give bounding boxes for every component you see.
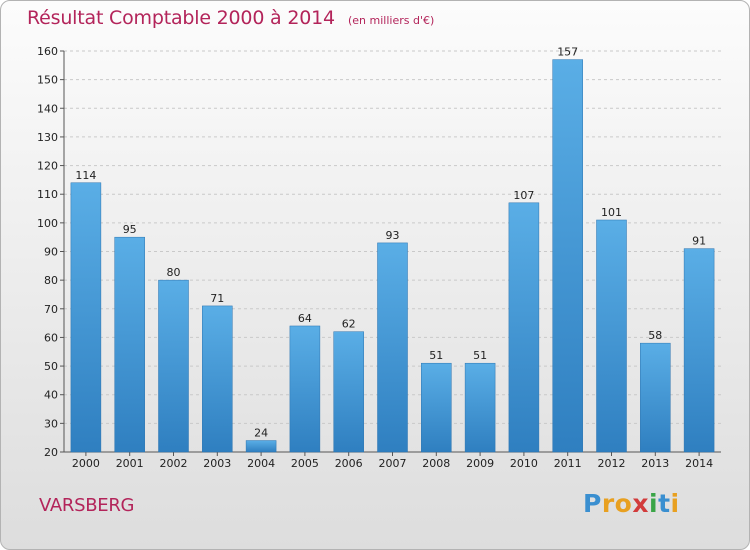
chart-title: Résultat Comptable 2000 à 2014: [27, 7, 335, 29]
place-name: VARSBERG: [39, 495, 135, 516]
data-label-2007: 93: [386, 229, 400, 242]
proxiti-logo: Proxiti: [583, 489, 680, 518]
data-label-2014: 91: [692, 235, 706, 248]
y-tick-label: 60: [44, 331, 58, 344]
data-labels: 114 95 80 71 24 64 62 93 51 51 107 157 101 58 91: [75, 46, 706, 440]
bar-2012: [596, 219, 627, 453]
title-row: Résultat Comptable 2000 à 2014 (en milli…: [27, 7, 434, 29]
bar-2013: [640, 342, 671, 453]
logo-letter: i: [670, 489, 680, 518]
bar-2000: [70, 182, 102, 453]
axes: 20 30 40 50 60 70 80 90 100 110 120 130 140 150 160 200…: [37, 45, 721, 470]
x-tick-label-2011: 2011: [554, 457, 582, 470]
x-tick-label-2008: 2008: [422, 457, 450, 470]
x-tick-label-2000: 2000: [72, 457, 100, 470]
bar-2008: [421, 362, 452, 453]
bar-2006: [333, 331, 364, 453]
data-label-2002: 80: [167, 266, 181, 279]
chart-subtitle: (en milliers d'€): [347, 14, 435, 27]
data-label-2004: 24: [254, 427, 268, 440]
y-tick-label: 160: [37, 45, 58, 58]
logo-letter: r: [601, 489, 615, 518]
bar-2004: [245, 440, 277, 453]
data-label-2006: 62: [342, 318, 356, 331]
bar-2014: [683, 248, 715, 453]
bar-2005: [289, 325, 321, 453]
x-tick-label-2002: 2002: [160, 457, 188, 470]
data-label-2008: 51: [429, 349, 443, 362]
logo-letter: P: [583, 489, 602, 518]
data-label-2011: 157: [557, 46, 578, 59]
y-tick-label: 120: [37, 160, 58, 173]
x-tick-label-2003: 2003: [203, 457, 231, 470]
x-tick-label-2012: 2012: [598, 457, 626, 470]
x-tick-label-2006: 2006: [335, 457, 363, 470]
x-tick-label-2005: 2005: [291, 457, 319, 470]
x-tick-label-2009: 2009: [466, 457, 494, 470]
x-tick-label-2001: 2001: [116, 457, 144, 470]
bar-2001: [114, 236, 145, 453]
data-label-2009: 51: [473, 349, 487, 362]
logo-letter: i: [649, 489, 659, 518]
y-tick-label: 50: [44, 360, 58, 373]
data-label-2013: 58: [648, 329, 662, 342]
data-label-2010: 107: [513, 189, 534, 202]
logo-letter: t: [658, 489, 671, 518]
bar-2011: [552, 59, 583, 453]
data-label-2005: 64: [298, 312, 312, 325]
data-label-2012: 101: [601, 206, 622, 219]
y-tick-label: 30: [44, 417, 58, 430]
x-tick-label-2004: 2004: [247, 457, 275, 470]
y-tick-label: 130: [37, 131, 58, 144]
bar-2010: [508, 202, 540, 453]
x-tick-label-2007: 2007: [379, 457, 407, 470]
y-tick-label: 70: [44, 303, 58, 316]
y-tick-label: 80: [44, 274, 58, 287]
y-tick-label: 90: [44, 246, 58, 259]
x-tick-label-2010: 2010: [510, 457, 538, 470]
bar-2002: [158, 279, 189, 453]
y-tick-label: 110: [37, 188, 58, 201]
bar-2003: [202, 305, 233, 453]
y-tick-label: 140: [37, 102, 58, 115]
bars: [70, 59, 715, 453]
data-label-2001: 95: [123, 223, 137, 236]
bar-2009: [464, 362, 496, 453]
y-tick-label: 40: [44, 389, 58, 402]
data-label-2003: 71: [210, 292, 224, 305]
y-tick-label: 150: [37, 74, 58, 87]
y-tick-label: 100: [37, 217, 58, 230]
data-label-2000: 114: [75, 169, 96, 182]
x-tick-label-2013: 2013: [641, 457, 669, 470]
logo-letter: o: [614, 489, 633, 518]
bar-2007: [377, 242, 408, 453]
y-tick-label: 20: [44, 446, 58, 459]
x-tick-label-2014: 2014: [685, 457, 713, 470]
logo-letter: x: [632, 489, 649, 518]
